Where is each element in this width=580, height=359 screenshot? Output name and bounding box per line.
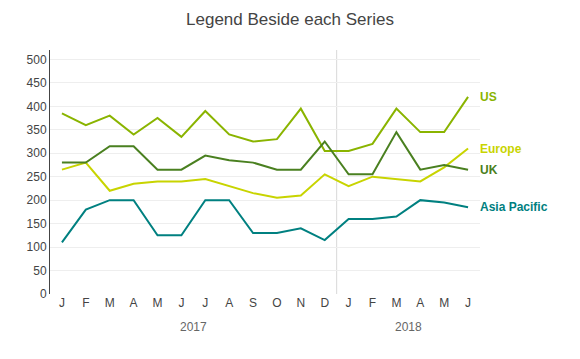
svg-text:500: 500 — [27, 53, 47, 67]
svg-text:UK: UK — [480, 163, 498, 177]
svg-text:M: M — [153, 296, 163, 310]
svg-text:Europe: Europe — [480, 142, 522, 156]
svg-text:A: A — [130, 296, 138, 310]
svg-text:300: 300 — [27, 146, 47, 160]
svg-text:F: F — [369, 296, 376, 310]
svg-text:Asia Pacific: Asia Pacific — [480, 200, 548, 214]
svg-text:A: A — [416, 296, 424, 310]
svg-text:250: 250 — [27, 170, 47, 184]
svg-text:50: 50 — [33, 264, 47, 278]
svg-text:150: 150 — [27, 217, 47, 231]
svg-text:J: J — [465, 296, 471, 310]
svg-text:US: US — [480, 90, 497, 104]
svg-text:Legend Beside each Series: Legend Beside each Series — [186, 10, 394, 29]
svg-text:S: S — [249, 296, 257, 310]
svg-text:M: M — [105, 296, 115, 310]
svg-text:N: N — [296, 296, 305, 310]
svg-text:2017: 2017 — [180, 320, 207, 334]
svg-text:J: J — [202, 296, 208, 310]
svg-text:100: 100 — [27, 240, 47, 254]
svg-text:200: 200 — [27, 193, 47, 207]
svg-text:350: 350 — [27, 123, 47, 137]
svg-text:J: J — [59, 296, 65, 310]
svg-text:A: A — [225, 296, 233, 310]
svg-text:400: 400 — [27, 100, 47, 114]
svg-text:M: M — [439, 296, 449, 310]
svg-text:J: J — [178, 296, 184, 310]
svg-text:450: 450 — [27, 76, 47, 90]
svg-text:O: O — [272, 296, 281, 310]
svg-text:F: F — [82, 296, 89, 310]
svg-text:0: 0 — [40, 287, 47, 301]
svg-text:D: D — [320, 296, 329, 310]
svg-text:J: J — [346, 296, 352, 310]
svg-text:M: M — [391, 296, 401, 310]
svg-text:2018: 2018 — [395, 320, 422, 334]
